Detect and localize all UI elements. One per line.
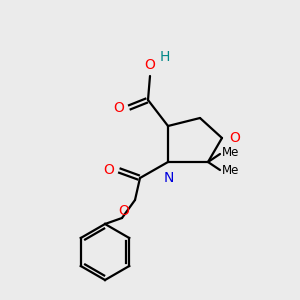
- Text: N: N: [164, 171, 174, 185]
- Text: H: H: [160, 50, 170, 64]
- Text: Me: Me: [222, 164, 239, 178]
- Text: O: O: [113, 101, 124, 115]
- Text: O: O: [103, 163, 114, 177]
- Text: O: O: [118, 204, 129, 218]
- Text: Me: Me: [222, 146, 239, 160]
- Text: O: O: [229, 131, 240, 145]
- Text: O: O: [145, 58, 155, 72]
